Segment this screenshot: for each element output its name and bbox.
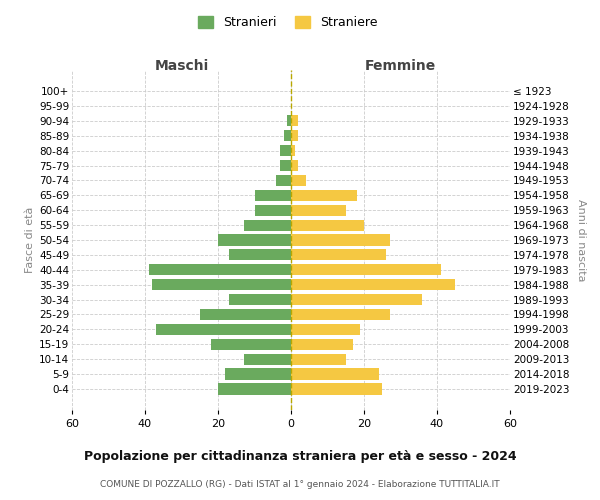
Bar bbox=[291, 175, 305, 186]
Bar bbox=[291, 309, 389, 320]
Bar bbox=[291, 204, 346, 216]
Text: Femmine: Femmine bbox=[365, 59, 436, 73]
Bar bbox=[254, 204, 291, 216]
Bar bbox=[291, 294, 422, 305]
Bar bbox=[291, 250, 386, 260]
Bar bbox=[211, 338, 291, 350]
Bar bbox=[254, 190, 291, 201]
Bar bbox=[291, 130, 298, 141]
Y-axis label: Fasce di età: Fasce di età bbox=[25, 207, 35, 273]
Bar bbox=[229, 250, 291, 260]
Bar bbox=[149, 264, 291, 276]
Bar bbox=[291, 338, 353, 350]
Text: Maschi: Maschi bbox=[154, 59, 209, 73]
Bar bbox=[156, 324, 291, 335]
Bar bbox=[291, 384, 382, 394]
Bar bbox=[291, 279, 455, 290]
Bar bbox=[229, 294, 291, 305]
Bar bbox=[284, 130, 291, 141]
Bar bbox=[291, 368, 379, 380]
Bar bbox=[244, 354, 291, 365]
Bar bbox=[218, 384, 291, 394]
Bar bbox=[280, 160, 291, 171]
Bar bbox=[291, 354, 346, 365]
Bar bbox=[152, 279, 291, 290]
Bar bbox=[291, 190, 356, 201]
Bar bbox=[291, 264, 440, 276]
Bar bbox=[291, 115, 298, 126]
Bar bbox=[291, 160, 298, 171]
Bar bbox=[244, 220, 291, 230]
Bar bbox=[226, 368, 291, 380]
Bar bbox=[277, 175, 291, 186]
Bar bbox=[218, 234, 291, 246]
Bar bbox=[291, 145, 295, 156]
Y-axis label: Anni di nascita: Anni di nascita bbox=[576, 198, 586, 281]
Bar bbox=[200, 309, 291, 320]
Bar bbox=[280, 145, 291, 156]
Text: Popolazione per cittadinanza straniera per età e sesso - 2024: Popolazione per cittadinanza straniera p… bbox=[83, 450, 517, 463]
Bar bbox=[291, 234, 389, 246]
Bar bbox=[291, 324, 361, 335]
Bar bbox=[287, 115, 291, 126]
Legend: Stranieri, Straniere: Stranieri, Straniere bbox=[193, 11, 383, 34]
Text: COMUNE DI POZZALLO (RG) - Dati ISTAT al 1° gennaio 2024 - Elaborazione TUTTITALI: COMUNE DI POZZALLO (RG) - Dati ISTAT al … bbox=[100, 480, 500, 489]
Bar bbox=[291, 220, 364, 230]
